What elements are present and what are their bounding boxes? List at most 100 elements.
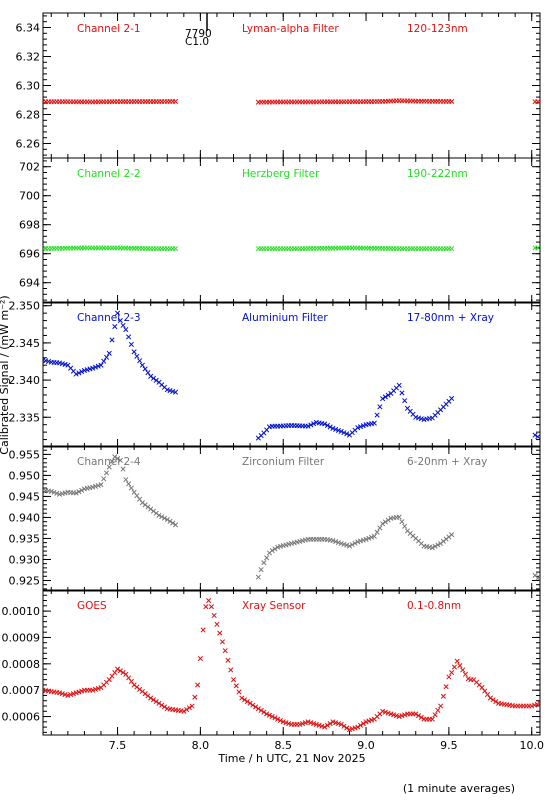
data-point bbox=[275, 716, 281, 722]
data-point bbox=[98, 482, 104, 488]
data-point bbox=[239, 695, 245, 701]
data-point bbox=[413, 711, 419, 717]
data-point bbox=[443, 684, 449, 690]
data-point bbox=[244, 699, 250, 705]
data-point bbox=[275, 544, 281, 550]
data-point bbox=[487, 695, 493, 701]
data-point bbox=[399, 713, 405, 719]
data-point bbox=[344, 725, 350, 731]
data-point bbox=[360, 721, 366, 727]
data-point bbox=[435, 542, 441, 548]
data-point bbox=[101, 476, 107, 482]
data-point bbox=[482, 688, 488, 694]
data-point bbox=[134, 493, 140, 499]
data-point bbox=[330, 425, 336, 431]
data-point bbox=[222, 648, 228, 654]
y-tick-label: 0.935 bbox=[9, 532, 41, 545]
data-point bbox=[233, 683, 239, 689]
data-point bbox=[117, 668, 123, 674]
y-tick-label: 6.32 bbox=[16, 51, 41, 64]
data-point bbox=[123, 477, 129, 483]
data-point bbox=[217, 630, 223, 636]
data-point bbox=[327, 424, 333, 430]
data-point bbox=[305, 423, 311, 429]
data-point bbox=[535, 245, 540, 251]
data-point bbox=[181, 708, 187, 714]
x-axis-label: Time / h UTC, 21 Nov 2025 bbox=[217, 752, 365, 765]
data-point bbox=[435, 707, 441, 713]
data-point bbox=[250, 702, 256, 708]
x-tick-label: 9.0 bbox=[357, 739, 375, 752]
data-point bbox=[134, 353, 140, 359]
data-point bbox=[349, 542, 355, 548]
data-point bbox=[355, 425, 361, 431]
data-point bbox=[214, 621, 220, 627]
data-point bbox=[106, 350, 112, 356]
data-point bbox=[242, 697, 248, 703]
data-point bbox=[446, 674, 452, 680]
data-point bbox=[150, 375, 156, 381]
panel-band: 190-222nm bbox=[407, 168, 468, 180]
data-point bbox=[402, 398, 408, 404]
data-point bbox=[418, 714, 424, 720]
data-point bbox=[357, 424, 364, 430]
data-point bbox=[101, 358, 107, 364]
data-point bbox=[377, 404, 383, 410]
panel-band: 17-80nm + Xray bbox=[407, 312, 494, 324]
data-point bbox=[208, 604, 214, 610]
data-point bbox=[98, 362, 104, 368]
panel-channel: Channel 2-2 bbox=[77, 168, 141, 180]
data-point bbox=[266, 712, 272, 718]
panel-2: 694 696 698 700 702 Channel 2-2 Herzberg Filte… bbox=[19, 157, 541, 304]
data-point bbox=[355, 724, 361, 730]
panel-channel: Channel 2-3 bbox=[77, 312, 141, 324]
data-point bbox=[120, 322, 126, 328]
data-point bbox=[374, 529, 380, 535]
data-point bbox=[131, 349, 137, 355]
y-axis-label: Calibrated Signal / (mW m⁻²) bbox=[0, 295, 11, 454]
y-tick-label: 2.350 bbox=[9, 300, 41, 313]
data-point bbox=[440, 693, 446, 699]
data-point bbox=[380, 396, 386, 402]
y-tick-label: 700 bbox=[19, 190, 40, 203]
data-point bbox=[164, 516, 170, 523]
data-point bbox=[449, 532, 455, 538]
data-point bbox=[258, 707, 264, 713]
data-point bbox=[79, 369, 85, 375]
data-point bbox=[76, 370, 82, 376]
data-point bbox=[123, 671, 129, 677]
data-point bbox=[161, 515, 168, 521]
data-point bbox=[264, 711, 270, 717]
series-markers bbox=[43, 454, 540, 581]
data-point bbox=[153, 699, 159, 705]
data-point bbox=[142, 366, 148, 372]
data-point bbox=[272, 715, 278, 721]
x-tick-label: 7.5 bbox=[109, 739, 127, 752]
data-point bbox=[535, 99, 540, 105]
panel-1: 6.26 6.28 6.30 6.32 6.34 Channel 2-1 Lyman-alp… bbox=[16, 12, 541, 159]
panel-band: 0.1-0.8nm bbox=[407, 600, 461, 612]
data-point bbox=[344, 431, 350, 437]
data-point bbox=[126, 334, 132, 340]
panel-filter: Aluminium Filter bbox=[242, 312, 328, 324]
data-point bbox=[156, 700, 162, 706]
data-point bbox=[532, 432, 538, 438]
x-tick-label: 9.5 bbox=[440, 739, 458, 752]
x-tick-label: 8.5 bbox=[274, 739, 292, 752]
data-point bbox=[197, 655, 203, 662]
y-tick-label: 0.950 bbox=[9, 469, 41, 482]
panel-4: 0.925 0.930 0.935 0.940 0.945 0.950 0.955 Chann… bbox=[9, 445, 541, 592]
data-point bbox=[449, 395, 455, 402]
data-point bbox=[128, 678, 134, 684]
footnote: (1 minute averages) bbox=[403, 782, 515, 795]
series-markers bbox=[43, 98, 540, 105]
data-point bbox=[269, 548, 275, 554]
data-point bbox=[402, 523, 408, 529]
data-point bbox=[117, 318, 123, 324]
data-point bbox=[338, 428, 344, 434]
data-point bbox=[371, 533, 377, 539]
y-tick-label: 2.335 bbox=[9, 411, 41, 424]
data-point bbox=[131, 489, 137, 495]
data-point bbox=[236, 689, 242, 695]
data-point bbox=[346, 543, 353, 549]
